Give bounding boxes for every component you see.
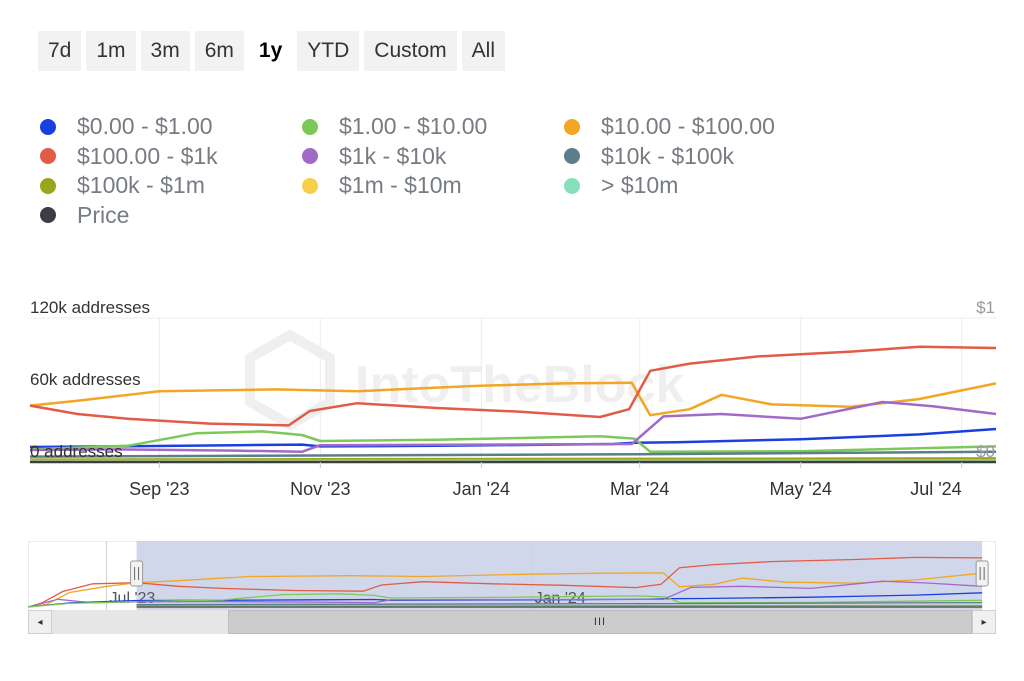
- legend-marker-icon: [40, 177, 56, 194]
- series-group: [29, 345, 997, 464]
- range-button-all[interactable]: All: [461, 31, 505, 71]
- scroll-right-button[interactable]: ▸: [972, 610, 996, 634]
- series-line[interactable]: [29, 400, 997, 454]
- legend-marker-icon: [564, 118, 580, 135]
- series-line[interactable]: [29, 430, 997, 454]
- legend-item[interactable]: Price: [40, 201, 302, 231]
- navigator-tick-label: Jan '24: [535, 590, 586, 607]
- range-button-6m[interactable]: 6m: [194, 31, 244, 71]
- y-tick-label: 120k addresses: [30, 298, 150, 317]
- legend-label: $0.00 - $1.00: [77, 113, 213, 140]
- x-tick-label: Jul '24: [910, 479, 961, 499]
- legend-label: $1k - $10k: [339, 142, 447, 169]
- navigator-series-line: [136, 580, 983, 604]
- legend-label: $100.00 - $1k: [77, 142, 218, 169]
- x-tick-label: May '24: [769, 479, 831, 499]
- navigator-handle-right[interactable]: [975, 560, 989, 587]
- series-line[interactable]: [29, 345, 997, 427]
- y-axis-labels: 0 addresses 60k addresses 120k addresses $1…: [30, 298, 995, 461]
- series-line[interactable]: [29, 457, 997, 461]
- legend-marker-icon: [40, 148, 56, 165]
- range-button-ytd[interactable]: YTD: [297, 31, 360, 71]
- legend-marker-icon: [40, 207, 56, 224]
- chart-legend: $0.00 - $1.00 $1.00 - $10.00 $10.00 - $100…: [40, 112, 860, 230]
- navigator-series-line: [136, 556, 983, 592]
- range-button-3m[interactable]: 3m: [140, 31, 190, 71]
- legend-marker-icon: [302, 148, 318, 165]
- legend-marker-icon: [302, 118, 318, 135]
- x-tick-label: Mar '24: [610, 479, 669, 499]
- legend-label: $100k - $1m: [77, 172, 205, 199]
- scroll-left-arrow-icon: ◂: [37, 616, 43, 628]
- legend-item[interactable]: $10k - $100k: [564, 142, 860, 172]
- y-tick-label: 60k addresses: [30, 370, 141, 389]
- navigator-series-line: [136, 593, 983, 604]
- scroll-right-arrow-icon: ▸: [981, 616, 987, 628]
- legend-label: > $10m: [601, 172, 679, 199]
- legend-marker-icon: [302, 177, 318, 194]
- x-tick-label: Sep '23: [129, 479, 190, 499]
- x-tick-label: Nov '23: [290, 479, 350, 499]
- navigator-series-line: [28, 600, 137, 608]
- y2-tick-label: $1: [976, 298, 995, 317]
- legend-item[interactable]: $1k - $10k: [302, 142, 564, 172]
- legend-item[interactable]: $0.00 - $1.00: [40, 112, 302, 142]
- legend-marker-icon: [40, 118, 56, 135]
- series-line[interactable]: [29, 381, 997, 417]
- time-range-selector: 7d 1m 3m 6m 1y YTD Custom All: [38, 31, 505, 71]
- legend-label: $10k - $100k: [601, 142, 734, 169]
- scrollbar-thumb[interactable]: III: [228, 610, 972, 634]
- scroll-left-button[interactable]: ◂: [28, 610, 52, 634]
- legend-marker-icon: [564, 148, 580, 165]
- navigator-series-line: [136, 572, 983, 588]
- navigator-series-line: [136, 601, 983, 606]
- y-tick-label: 0 addresses: [30, 442, 123, 461]
- range-button-7d[interactable]: 7d: [38, 31, 82, 71]
- legend-item[interactable]: $10.00 - $100.00: [564, 112, 860, 142]
- legend-item[interactable]: $100.00 - $1k: [40, 142, 302, 172]
- navigator-series-line: [136, 604, 983, 607]
- legend-label: $1m - $10m: [339, 172, 462, 199]
- y2-tick-label: $0: [976, 442, 995, 461]
- navigator-chart: Jul '23 Jan '24: [28, 541, 996, 611]
- legend-item[interactable]: $1m - $10m: [302, 171, 564, 201]
- legend-item[interactable]: $100k - $1m: [40, 171, 302, 201]
- navigator-handle-left[interactable]: [130, 560, 144, 587]
- legend-label: $10.00 - $100.00: [601, 113, 775, 140]
- legend-item[interactable]: $1.00 - $10.00: [302, 112, 564, 142]
- range-button-1m[interactable]: 1m: [86, 31, 136, 71]
- scrollbar-grip-icon: III: [593, 616, 607, 628]
- legend-marker-icon: [564, 177, 580, 194]
- watermark-logo-icon: [245, 329, 335, 431]
- legend-label: Price: [77, 201, 130, 228]
- x-axis-labels: Sep '23 Nov '23 Jan '24 Mar '24 May '24 Jul '…: [129, 462, 963, 499]
- x-tick-label: Jan '24: [453, 479, 510, 499]
- range-button-1y[interactable]: 1y: [248, 31, 293, 71]
- series-line[interactable]: [29, 450, 997, 458]
- range-button-custom[interactable]: Custom: [364, 31, 457, 71]
- legend-label: $1.00 - $10.00: [339, 113, 488, 140]
- legend-item[interactable]: > $10m: [564, 171, 860, 201]
